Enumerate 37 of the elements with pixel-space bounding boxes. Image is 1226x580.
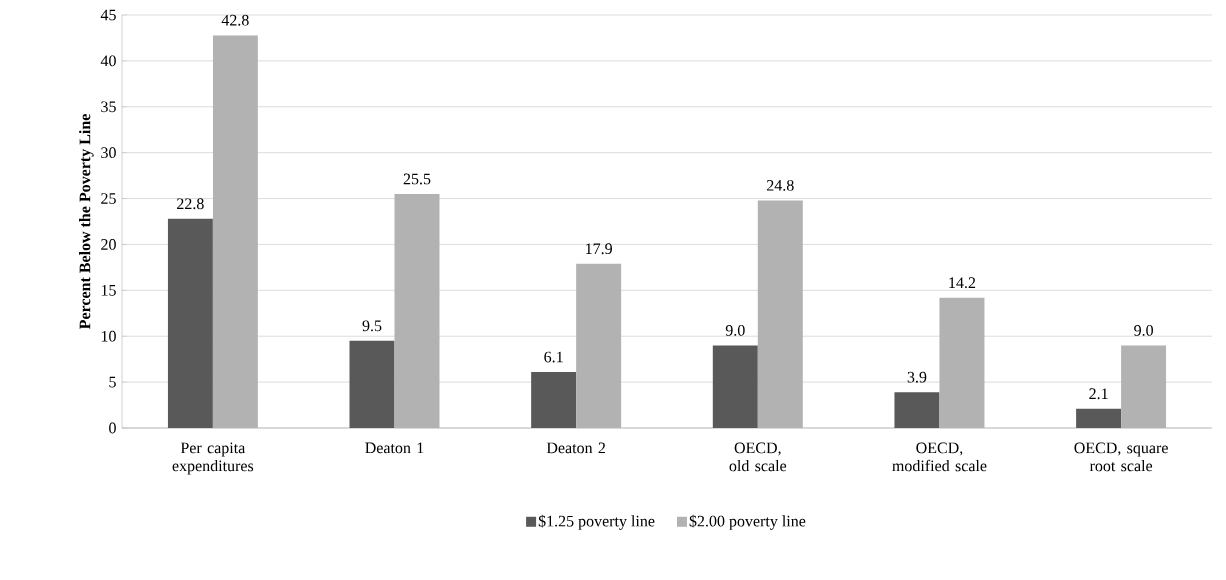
y-tick-label: 45 — [100, 9, 116, 21]
data-label: 24.8 — [767, 179, 794, 191]
x-tick-label: OECD, old scale — [729, 442, 787, 472]
data-label: 6.1 — [544, 351, 563, 363]
data-label: 9.0 — [1134, 325, 1153, 336]
data-label: 2.1 — [1089, 388, 1108, 400]
data-label: 42.8 — [221, 14, 249, 26]
y-tick-label: 15 — [101, 284, 116, 296]
legend-label: $2.00 poverty line — [689, 514, 806, 530]
y-tick-label: 10 — [101, 330, 116, 342]
x-tick-label: Deaton 1 — [365, 442, 424, 454]
y-tick-label: 0 — [109, 422, 116, 434]
bar — [531, 372, 577, 428]
x-tick-label: OECD, modified scale — [892, 442, 987, 472]
bar — [1076, 408, 1122, 428]
data-label: 3.9 — [907, 371, 927, 383]
legend-label: $1.25 poverty line — [538, 514, 655, 530]
data-label: 25.5 — [403, 173, 431, 185]
bar — [712, 345, 758, 428]
y-tick-label: 5 — [109, 376, 116, 388]
x-tick-label: OECD, square root scale — [1074, 442, 1168, 472]
data-label: 22.8 — [177, 198, 204, 210]
data-label: 17.9 — [586, 243, 612, 255]
y-tick-label: 30 — [101, 147, 116, 159]
y-tick-label: 35 — [101, 101, 116, 113]
bar — [167, 218, 213, 428]
x-tick-label: Per capita expenditures — [172, 442, 254, 475]
bar — [349, 340, 395, 428]
y-axis-title: Percent Below the Poverty Line — [79, 114, 94, 330]
data-label: 9.0 — [725, 325, 745, 336]
data-label: 9.5 — [362, 320, 382, 332]
bar — [894, 392, 940, 428]
x-tick-label: Deaton 2 — [546, 442, 606, 454]
y-tick-label: 40 — [100, 55, 116, 67]
y-tick-label: 25 — [101, 193, 116, 204]
y-tick-label: 20 — [101, 239, 116, 250]
data-label: 14.2 — [949, 277, 976, 289]
